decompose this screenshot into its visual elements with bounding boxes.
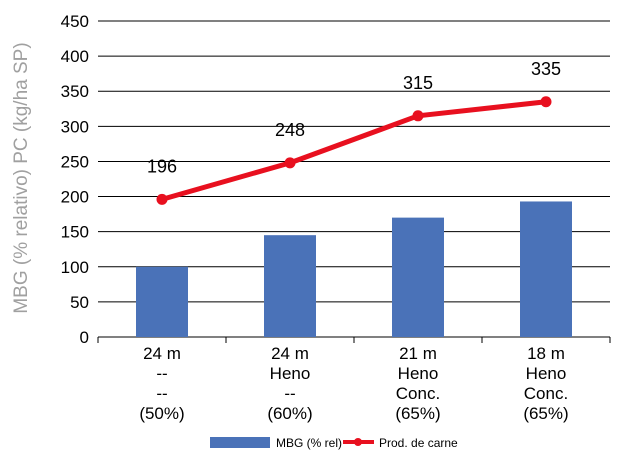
y-tick-label: 50 [70, 293, 89, 312]
legend-label: MBG (% rel) [276, 436, 342, 450]
y-axis-label: MBG (% relativo) PC (kg/ha SP) [11, 42, 32, 313]
legend-label: Prod. de carne [379, 436, 458, 450]
x-category-label: -- [284, 384, 295, 403]
legend-swatch-marker [354, 438, 362, 446]
bar [136, 266, 188, 337]
x-category-label: Conc. [396, 384, 440, 403]
line-point [156, 193, 168, 205]
data-label: 248 [275, 120, 305, 140]
x-category-label: (65%) [395, 404, 440, 423]
data-label: 315 [403, 73, 433, 93]
y-tick-label: 200 [61, 188, 89, 207]
x-category-label: 21 m [399, 344, 437, 363]
x-category-label: (50%) [139, 404, 184, 423]
x-category-label: 24 m [143, 344, 181, 363]
legend-swatch-bar [210, 437, 270, 448]
x-category-label: 24 m [271, 344, 309, 363]
x-category-label: Heno [526, 364, 567, 383]
x-category-label: Conc. [524, 384, 568, 403]
x-category-label: Heno [270, 364, 311, 383]
line-point [284, 157, 296, 169]
line-point [412, 110, 424, 122]
y-tick-label: 350 [61, 82, 89, 101]
y-tick-label: 150 [61, 223, 89, 242]
line-point [540, 96, 552, 108]
data-label: 335 [531, 59, 561, 79]
y-tick-label: 300 [61, 117, 89, 136]
data-label: 196 [147, 156, 177, 176]
y-tick-label: 0 [80, 328, 89, 347]
x-category-label: (60%) [267, 404, 312, 423]
bar [392, 217, 444, 337]
y-tick-label: 450 [61, 12, 89, 31]
x-category-label: Heno [398, 364, 439, 383]
bar [264, 235, 316, 337]
x-category-label: 18 m [527, 344, 565, 363]
y-tick-label: 250 [61, 152, 89, 171]
bar [520, 201, 572, 337]
y-tick-label: 400 [61, 47, 89, 66]
line-series [161, 99, 547, 202]
x-category-label: -- [156, 384, 167, 403]
x-category-label: -- [156, 364, 167, 383]
x-category-label: (65%) [523, 404, 568, 423]
y-tick-label: 100 [61, 258, 89, 277]
